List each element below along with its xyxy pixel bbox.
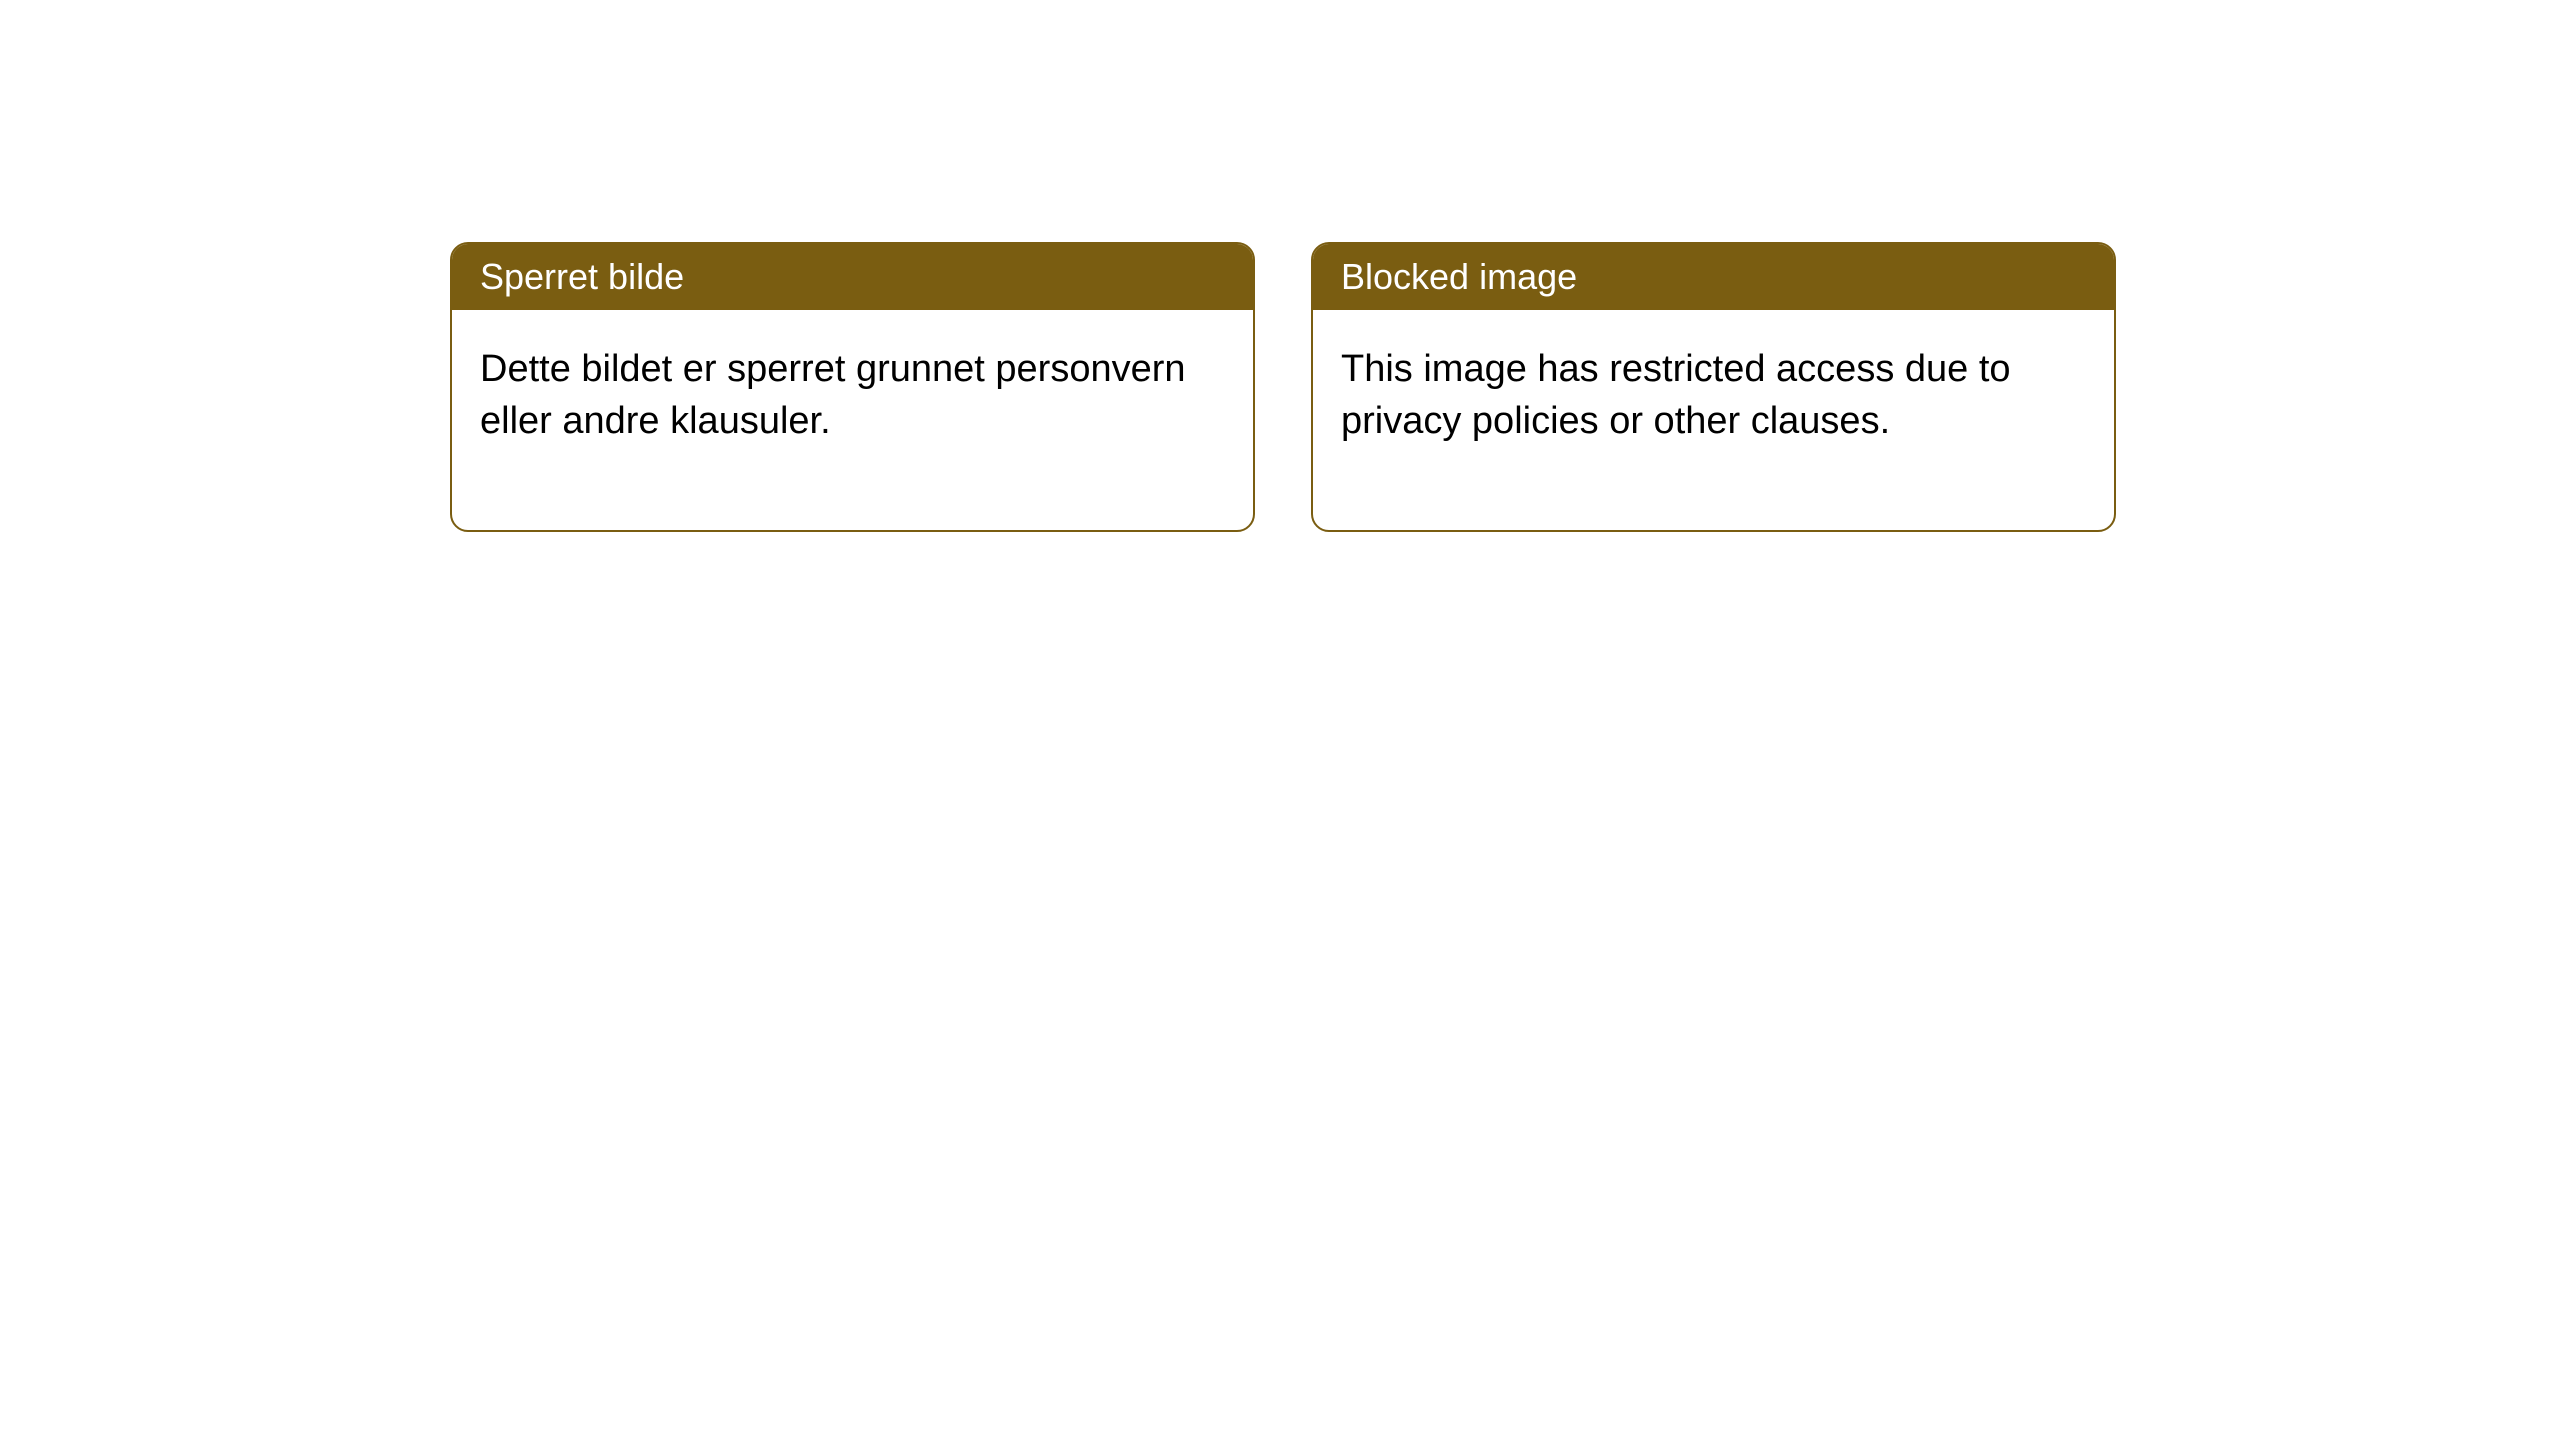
notice-card-title: Sperret bilde [452, 244, 1253, 310]
notice-card-norwegian: Sperret bilde Dette bildet er sperret gr… [450, 242, 1255, 532]
notice-card-title: Blocked image [1313, 244, 2114, 310]
notice-card-body: This image has restricted access due to … [1313, 310, 2114, 530]
notice-card-body: Dette bildet er sperret grunnet personve… [452, 310, 1253, 530]
notice-container: Sperret bilde Dette bildet er sperret gr… [0, 0, 2560, 532]
notice-card-english: Blocked image This image has restricted … [1311, 242, 2116, 532]
